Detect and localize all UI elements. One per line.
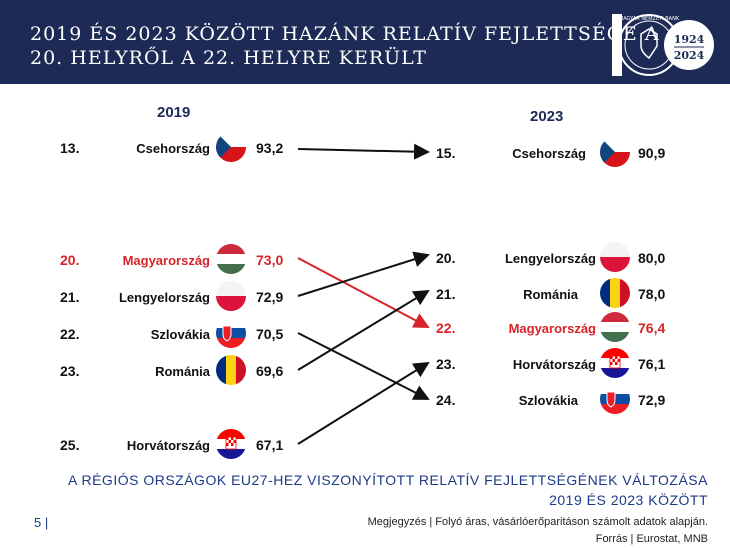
slide-title: 2019 ÉS 2023 KÖZÖTT HAZÁNK RELATÍV FEJLE… <box>30 22 660 70</box>
right-country: Románia <box>523 287 578 302</box>
right-value: 90,9 <box>638 145 666 161</box>
hungary-flag-icon <box>600 312 630 342</box>
right-value: 72,9 <box>638 392 666 408</box>
page-number: 5 | <box>34 515 49 530</box>
note-text: Megjegyzés | Folyó áras, vásárlóerőparit… <box>367 516 708 528</box>
left-value: 70,5 <box>256 326 284 342</box>
title-line-2: 20. HELYRŐL A 22. HELYRE KERÜLT <box>30 47 427 69</box>
left-value: 93,2 <box>256 140 284 156</box>
right-rank: 23. <box>436 356 456 372</box>
croatia-flag-icon <box>216 429 246 459</box>
right-rank: 21. <box>436 286 456 302</box>
left-country: Horvátország <box>126 438 210 453</box>
left-value: 67,1 <box>256 437 284 453</box>
right-country: Horvátország <box>512 357 596 372</box>
left-rank: 13. <box>60 140 80 156</box>
left-rank: 20. <box>60 252 80 268</box>
header-banner: 2019 ÉS 2023 KÖZÖTT HAZÁNK RELATÍV FEJLE… <box>0 0 730 84</box>
left-country: Szlovákia <box>150 327 210 342</box>
czech-flag-icon <box>600 137 630 167</box>
romania-flag-icon <box>216 355 246 385</box>
right-rank: 22. <box>436 320 456 336</box>
left-rank: 23. <box>60 363 80 379</box>
right-country: Csehország <box>512 146 586 161</box>
arrow-croatia <box>297 361 430 445</box>
croatia-flag-icon <box>600 348 630 378</box>
slovakia-flag-icon <box>216 318 246 348</box>
mnb-100-logo: MAGYAR NEMZETI BANK 1924 2024 <box>612 14 714 76</box>
left-rank: 25. <box>60 437 80 453</box>
left-value: 72,9 <box>256 289 284 305</box>
right-value: 76,1 <box>638 356 666 372</box>
caption-line-1: A RÉGIÓS ORSZÁGOK EU27-HEZ VISZONYÍTOTT … <box>68 472 708 488</box>
year-2023-heading: 2023 <box>530 108 564 125</box>
right-value: 78,0 <box>638 286 666 302</box>
logo-ring-text: MAGYAR NEMZETI BANK <box>619 16 680 22</box>
chart-caption: A RÉGIÓS ORSZÁGOK EU27-HEZ VISZONYÍTOTT … <box>68 470 708 510</box>
arrow-poland <box>297 251 430 297</box>
left-value: 73,0 <box>256 252 284 268</box>
right-country: Magyarország <box>508 321 596 336</box>
hungary-flag-icon <box>216 244 246 274</box>
poland-flag-icon <box>216 281 246 311</box>
arrow-czech <box>297 143 430 160</box>
title-line-1: 2019 ÉS 2023 KÖZÖTT HAZÁNK RELATÍV FEJLE… <box>30 23 660 45</box>
left-value: 69,6 <box>256 363 284 379</box>
logo-year-top: 1924 <box>674 33 705 46</box>
left-rank: 21. <box>60 289 80 305</box>
right-rank: 15. <box>436 145 456 161</box>
footer-note: Megjegyzés | Folyó áras, vásárlóerőparit… <box>368 514 708 548</box>
right-rank: 24. <box>436 392 456 408</box>
arrow-romania <box>297 289 430 371</box>
right-value: 80,0 <box>638 250 666 266</box>
left-country: Lengyelország <box>118 290 210 305</box>
left-country: Csehország <box>136 141 210 156</box>
right-country: Lengyelország <box>504 251 596 266</box>
caption-line-2: 2019 ÉS 2023 KÖZÖTT <box>549 492 708 508</box>
left-country: Románia <box>155 364 210 379</box>
arrow-hungary <box>297 257 430 328</box>
right-rank: 20. <box>436 250 456 266</box>
left-country: Magyarország <box>122 253 210 268</box>
right-country: Szlovákia <box>518 393 578 408</box>
year-2019-heading: 2019 <box>157 104 191 121</box>
source-text: Forrás | Eurostat, MNB <box>595 533 708 545</box>
arrow-slovakia <box>297 332 430 400</box>
left-rank: 22. <box>60 326 80 342</box>
logo-year-bottom: 2024 <box>674 49 705 62</box>
romania-flag-icon <box>600 278 630 308</box>
czech-flag-icon <box>216 132 246 162</box>
right-value: 76,4 <box>638 320 666 336</box>
slovakia-flag-icon <box>600 384 630 414</box>
poland-flag-icon <box>600 242 630 272</box>
